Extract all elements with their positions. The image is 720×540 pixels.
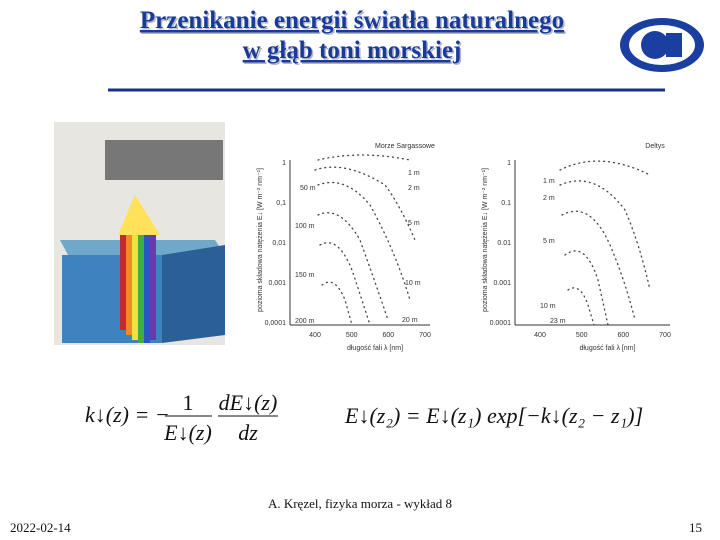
depth-label: 2 m: [543, 195, 555, 202]
y-tick-label: 0,001: [268, 280, 286, 287]
curve: [561, 210, 636, 321]
depth-label: 150 m: [295, 272, 315, 279]
curve: [317, 181, 411, 301]
x-axis-label: długość fali λ [nm]: [579, 345, 635, 352]
curve: [317, 212, 389, 321]
y-tick-label: 1: [507, 160, 511, 167]
curve: [567, 287, 595, 326]
x-tick-label: 600: [617, 332, 629, 339]
x-tick-label: 500: [576, 332, 588, 339]
curve: [314, 166, 416, 241]
y-tick-label: 0,01: [272, 240, 286, 247]
y-tick-label: 0.001: [493, 280, 511, 287]
plot-1: [289, 154, 430, 326]
depth-label: 50 m: [300, 185, 316, 192]
plot-title: Morze Sargassowe: [375, 143, 435, 150]
x-tick-label: 400: [309, 332, 321, 339]
logo: [620, 18, 704, 72]
y-tick-label: 0.01: [497, 240, 511, 247]
depth-label: 5 m: [408, 220, 420, 227]
y-axis-label: pozioma składowa natężenia E↓ [W m⁻² nm⁻…: [482, 168, 489, 312]
curve: [319, 242, 371, 326]
x-axis-label: długość fali λ [nm]: [347, 345, 403, 352]
x-tick-label: 700: [659, 332, 671, 339]
formula-denominator: E↓(z): [163, 420, 212, 445]
x-tick-label: 700: [419, 332, 431, 339]
depth-label: 200 m: [295, 318, 315, 325]
depth-label: 10 m: [540, 303, 556, 310]
curve: [321, 281, 353, 326]
y-tick-label: 0,0001: [265, 320, 287, 327]
x-tick-label: 500: [346, 332, 358, 339]
footer-author: A. Kręzel, fizyka morza - wykład 8: [268, 496, 452, 511]
curve: [317, 154, 411, 161]
depth-label: 20 m: [402, 317, 418, 324]
title-shadow: Przenikanie energii światła naturalnego: [141, 9, 565, 36]
plot-title: Deltys: [645, 143, 665, 150]
y-tick-label: 0.0001: [490, 320, 512, 327]
curve: [564, 250, 609, 326]
formula-lhs: k↓(z) = −: [85, 402, 170, 427]
y-axis-label: pozioma składowa natężenia E↓ [W m⁻² nm⁻…: [257, 168, 264, 312]
y-tick-label: 0,1: [276, 200, 286, 207]
footer-page: 15: [689, 520, 702, 535]
curve: [559, 180, 651, 291]
depth-label: 2 m: [408, 185, 420, 192]
formula-numerator: dE↓(z): [219, 390, 278, 415]
depth-label: 23 m: [550, 318, 566, 325]
title-line: w głąb toni morskiej: [243, 37, 462, 64]
depth-label: 10 m: [405, 280, 421, 287]
formula-right: E↓(z₂) = E↓(z₁) exp[−k↓(z₂ − z₁)]: [344, 403, 643, 428]
depth-label: 100 m: [295, 223, 315, 230]
footer-date: 2022-02-14: [10, 520, 71, 535]
formula-denominator: dz: [238, 420, 258, 445]
title-line: Przenikanie energii światła naturalnego: [140, 7, 564, 34]
depth-label: 5 m: [543, 238, 555, 245]
y-tick-label: 0.1: [501, 200, 511, 207]
title-shadow: w głąb toni morskiej: [244, 39, 463, 66]
plot-2: [514, 160, 670, 326]
x-tick-label: 400: [534, 332, 546, 339]
curve: [559, 160, 651, 176]
x-tick-label: 600: [382, 332, 394, 339]
depth-label: 1 m: [543, 178, 555, 185]
illustration: [54, 122, 225, 345]
depth-label: 1 m: [408, 170, 420, 177]
formula-numerator: 1: [183, 390, 194, 415]
plot-labels: Morze Sargassowe pozioma składowa natężen…: [257, 143, 671, 352]
y-tick-label: 1: [282, 160, 286, 167]
